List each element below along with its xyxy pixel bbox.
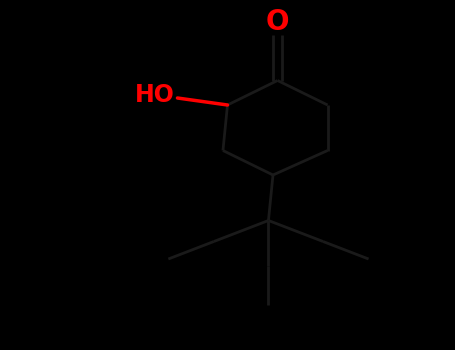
- Text: O: O: [266, 8, 289, 36]
- Text: HO: HO: [135, 83, 175, 106]
